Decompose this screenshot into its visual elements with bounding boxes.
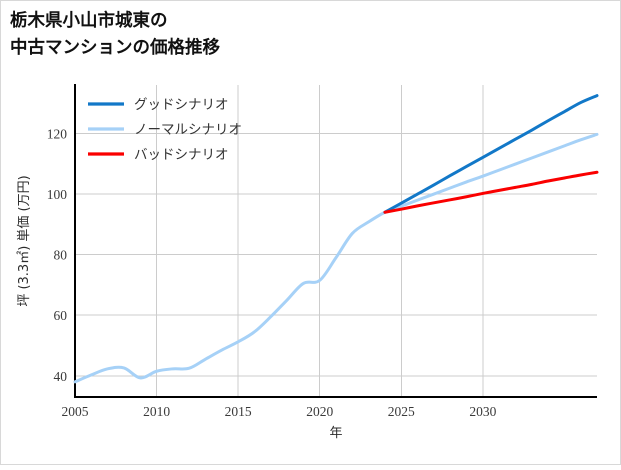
- x-tick-label: 2015: [225, 404, 252, 419]
- y-axis-tick-labels: 40 60 80 100 120: [47, 126, 68, 383]
- series-line-good: [383, 94, 599, 214]
- x-tick-label: 2010: [143, 404, 170, 419]
- x-tick-label: 2005: [62, 404, 89, 419]
- x-tick-label: 2030: [469, 404, 496, 419]
- y-axis-title: 坪 (3.3㎡) 単価 (万円): [16, 175, 32, 306]
- legend-label-bad: バッドシナリオ: [134, 147, 229, 163]
- x-axis-tick-labels: 2005 2010 2015 2020 2025 2030: [62, 404, 497, 419]
- x-tick-label: 2020: [306, 404, 333, 419]
- legend-label-good: グッドシナリオ: [134, 97, 229, 113]
- chart-title-line-2: 中古マンションの価格推移: [10, 37, 220, 58]
- data-series: [73, 94, 599, 384]
- legend-label-normal: ノーマルシナリオ: [134, 122, 242, 138]
- y-tick-label: 80: [54, 248, 68, 263]
- y-tick-label: 40: [54, 369, 68, 384]
- chart-title-line-1: 栃木県小山市城東の: [10, 10, 168, 31]
- y-tick-label: 60: [54, 308, 68, 323]
- y-tick-label: 120: [47, 126, 68, 141]
- series-line-normal: [73, 132, 599, 384]
- x-tick-label: 2025: [388, 404, 415, 419]
- series-line-bad: [383, 170, 599, 214]
- x-axis-title: 年: [329, 426, 342, 441]
- y-tick-label: 100: [47, 187, 68, 202]
